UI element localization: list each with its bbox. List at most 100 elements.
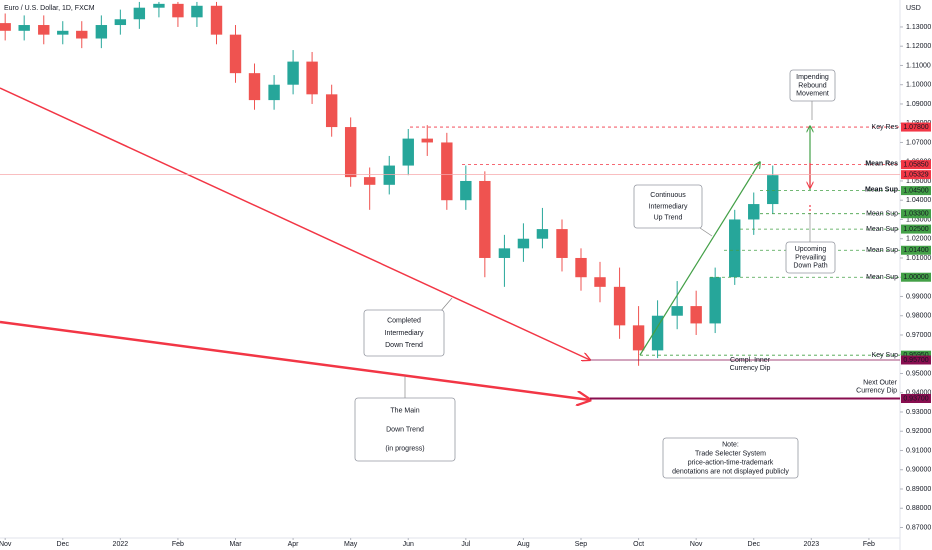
level-name: Key Sup — [872, 352, 899, 359]
candle-body — [344, 127, 357, 178]
candle-body — [690, 306, 702, 324]
x-tick-label: Sep — [575, 541, 588, 548]
level-price-label: 1.02500 — [903, 226, 928, 233]
level-price-tag — [901, 394, 931, 404]
callout-text: Intermediary — [385, 330, 424, 337]
level-name: Mean Sup — [865, 186, 898, 193]
candle-body — [575, 257, 587, 278]
level-price-tag — [901, 160, 931, 170]
candle-body — [18, 25, 30, 31]
x-tick-label: Oct — [633, 541, 644, 548]
x-tick-label: Jun — [403, 541, 414, 548]
callout-box — [789, 69, 836, 102]
candle-body — [613, 286, 626, 326]
y-tick-label: 0.91000 — [906, 447, 931, 454]
level-price-label: 1.05850 — [903, 161, 928, 168]
candle-body — [498, 248, 511, 258]
callout-text: Note: — [722, 441, 739, 448]
callout-box — [785, 241, 836, 274]
level-name: Mean Sup — [866, 247, 898, 254]
x-tick-label: Nov — [0, 541, 12, 548]
level-price-tag — [901, 186, 931, 196]
callout-box — [363, 309, 445, 357]
candle-body — [57, 30, 69, 35]
level-price-tag — [901, 122, 931, 132]
y-tick-label: 1.05000 — [906, 178, 931, 185]
level-price-label: 1.05329 — [903, 171, 928, 178]
candle-body — [172, 3, 184, 18]
level-name: Next Outer — [863, 379, 898, 386]
level-name: Key Res — [872, 124, 899, 131]
level-price-label: 1.03300 — [903, 211, 928, 218]
candle-body — [748, 204, 760, 220]
y-tick-label: 0.92000 — [906, 428, 931, 435]
candle-body — [402, 138, 414, 166]
y-tick-label: 0.90000 — [906, 467, 931, 474]
callout-text: Impending — [796, 74, 829, 81]
y-tick-label: 1.04000 — [906, 197, 931, 204]
candle-body — [248, 73, 261, 101]
y-tick-label: 1.10000 — [906, 82, 931, 89]
level-price-tag — [901, 350, 931, 360]
y-tick-label: 0.88000 — [906, 505, 931, 512]
y-tick-label: 0.87000 — [906, 524, 931, 531]
candle-body — [729, 219, 741, 278]
connector — [439, 297, 453, 313]
y-tick-label: 1.11000 — [906, 62, 931, 69]
callout-text: Upcoming — [795, 246, 827, 253]
candle-body — [114, 19, 127, 26]
x-tick-label: Feb — [863, 541, 875, 548]
candle-body — [133, 7, 146, 20]
y-tick-label: 1.07000 — [906, 139, 931, 146]
level-name: Mean Res — [865, 160, 898, 167]
level-price-tag — [901, 245, 931, 255]
level-price-label: 1.00000 — [903, 274, 928, 281]
y-tick-label: 0.97000 — [906, 332, 931, 339]
level-price-label: 1.07800 — [903, 124, 928, 131]
callout-text: Trade Selecter System — [695, 450, 766, 457]
x-tick-label: Dec — [57, 541, 70, 548]
candle-body — [153, 3, 165, 8]
y-tick-label: 1.13000 — [906, 24, 931, 31]
callout-text: Down Trend — [386, 426, 424, 433]
x-tick-label: Dec — [748, 541, 761, 548]
y-tick-label: 0.98000 — [906, 313, 931, 320]
trend-line — [0, 87, 590, 360]
x-tick-label: Jul — [461, 541, 470, 548]
candle-body — [306, 61, 318, 95]
currency-label: USD — [906, 5, 921, 12]
y-tick-label: 0.93000 — [906, 409, 931, 416]
trend-line — [0, 320, 590, 400]
level-name: Mean Sup — [866, 226, 898, 233]
x-tick-label: Feb — [172, 541, 184, 548]
candle-body — [38, 25, 50, 35]
x-tick-label: Apr — [288, 541, 300, 548]
candle-body — [671, 306, 683, 316]
y-tick-label: 1.02000 — [906, 236, 931, 243]
y-tick-label: 1.09000 — [906, 101, 931, 108]
callout-text: Prevailing — [795, 254, 826, 261]
candle-body — [229, 34, 242, 74]
y-tick-label: 1.03000 — [906, 216, 931, 223]
connector — [699, 227, 713, 237]
level-price-label: 0.93700 — [903, 395, 928, 402]
level-name: Currency Dip — [730, 365, 771, 372]
x-tick-label: 2022 — [113, 541, 129, 548]
y-tick-label: 0.99000 — [906, 293, 931, 300]
candle-body — [325, 94, 338, 128]
candle-body — [767, 175, 779, 205]
x-tick-label: Aug — [517, 541, 530, 548]
callout-text: Movement — [796, 91, 829, 98]
candle-body — [191, 5, 203, 18]
candle-body — [651, 315, 664, 351]
callout-text: denotations are not displayed publicly — [672, 468, 789, 475]
callout-text: (in progress) — [385, 445, 424, 452]
callout-text: Continuous — [650, 192, 686, 199]
callout-box — [633, 184, 703, 229]
y-tick-label: 0.94000 — [906, 390, 931, 397]
candle-body — [76, 30, 88, 39]
callout-text: The Main — [390, 407, 419, 414]
callout-text: Up Trend — [654, 215, 683, 222]
callout-text: Completed — [387, 318, 421, 325]
